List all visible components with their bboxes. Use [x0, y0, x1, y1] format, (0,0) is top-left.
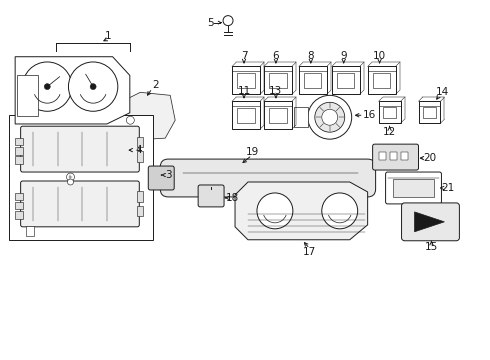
Circle shape — [308, 95, 352, 139]
Circle shape — [126, 116, 134, 124]
Bar — [392, 179, 435, 197]
Bar — [15, 138, 23, 145]
Bar — [137, 136, 143, 147]
Text: 7: 7 — [241, 51, 247, 62]
Bar — [400, 152, 408, 160]
Bar — [383, 107, 396, 118]
Circle shape — [44, 84, 50, 90]
Bar — [423, 107, 436, 118]
Bar — [379, 152, 386, 160]
Text: 16: 16 — [363, 110, 376, 120]
Polygon shape — [15, 57, 130, 124]
FancyBboxPatch shape — [386, 172, 441, 204]
Text: 18: 18 — [225, 193, 239, 203]
Text: 5: 5 — [207, 18, 214, 28]
FancyBboxPatch shape — [21, 126, 139, 172]
Text: 20: 20 — [423, 153, 436, 163]
Text: 14: 14 — [436, 87, 449, 97]
Bar — [15, 156, 23, 164]
Bar — [232, 101, 260, 129]
Text: 12: 12 — [383, 127, 396, 137]
Circle shape — [322, 193, 358, 229]
Bar — [15, 147, 23, 154]
Bar — [15, 193, 23, 200]
Circle shape — [223, 15, 233, 26]
Bar — [332, 67, 360, 94]
Text: 9: 9 — [341, 51, 347, 62]
Bar — [373, 73, 390, 87]
Text: 11: 11 — [237, 86, 250, 96]
Text: 8: 8 — [308, 51, 314, 62]
Text: 3: 3 — [165, 170, 172, 180]
Circle shape — [257, 193, 293, 229]
Polygon shape — [235, 182, 368, 240]
Bar — [304, 73, 321, 87]
FancyBboxPatch shape — [21, 181, 139, 227]
Bar — [368, 67, 395, 94]
Text: 2: 2 — [152, 80, 159, 90]
Bar — [15, 211, 23, 219]
Bar — [9, 115, 153, 240]
Circle shape — [90, 84, 96, 90]
Polygon shape — [108, 92, 175, 140]
Circle shape — [69, 62, 118, 111]
Bar — [17, 75, 38, 117]
Bar — [390, 152, 396, 160]
Circle shape — [322, 109, 338, 125]
Bar — [15, 202, 23, 210]
Bar — [264, 101, 292, 129]
Bar — [237, 108, 255, 122]
Text: 21: 21 — [441, 183, 454, 193]
Text: 13: 13 — [270, 86, 283, 96]
Text: 4: 4 — [135, 145, 142, 155]
Bar — [269, 73, 287, 87]
Text: 1: 1 — [105, 31, 112, 41]
Bar — [25, 226, 34, 236]
Circle shape — [67, 173, 74, 181]
Circle shape — [23, 62, 72, 111]
Bar — [299, 67, 327, 94]
Text: 15: 15 — [425, 242, 438, 252]
FancyBboxPatch shape — [372, 144, 418, 170]
FancyBboxPatch shape — [148, 166, 174, 190]
Text: 6: 6 — [272, 51, 279, 62]
Bar — [237, 73, 255, 87]
Text: 17: 17 — [303, 247, 317, 257]
FancyBboxPatch shape — [160, 159, 376, 197]
Polygon shape — [415, 212, 444, 232]
FancyBboxPatch shape — [198, 185, 224, 207]
Bar — [137, 206, 143, 216]
Bar — [294, 107, 308, 127]
Bar — [232, 67, 260, 94]
Circle shape — [315, 102, 345, 132]
Bar — [137, 192, 143, 202]
Bar — [269, 108, 287, 122]
Bar — [264, 67, 292, 94]
Bar — [418, 101, 441, 123]
FancyBboxPatch shape — [401, 203, 460, 241]
Text: 10: 10 — [373, 51, 386, 62]
Bar — [379, 101, 400, 123]
Bar — [337, 73, 354, 87]
Text: 19: 19 — [245, 147, 259, 157]
Bar — [137, 151, 143, 162]
Circle shape — [68, 179, 74, 185]
